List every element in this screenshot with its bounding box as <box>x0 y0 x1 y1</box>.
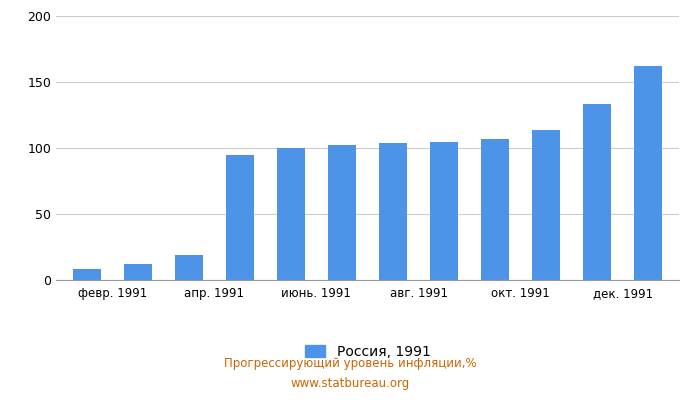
Bar <box>226 154 254 280</box>
Bar <box>430 142 458 280</box>
Bar <box>175 255 203 280</box>
Text: Прогрессирующий уровень инфляции,%: Прогрессирующий уровень инфляции,% <box>224 358 476 370</box>
Bar <box>532 130 560 280</box>
Text: www.statbureau.org: www.statbureau.org <box>290 378 410 390</box>
Bar <box>634 66 662 280</box>
Bar <box>124 264 152 280</box>
Bar <box>328 145 356 280</box>
Legend: Россия, 1991: Россия, 1991 <box>304 345 430 359</box>
Bar <box>73 270 101 280</box>
Bar <box>277 148 305 280</box>
Bar <box>583 104 611 280</box>
Bar <box>379 143 407 280</box>
Bar <box>481 139 509 280</box>
